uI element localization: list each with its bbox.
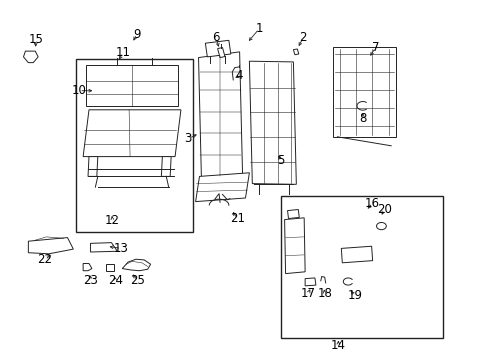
Text: 3: 3	[184, 132, 192, 145]
Polygon shape	[198, 52, 242, 180]
Polygon shape	[88, 157, 98, 176]
Polygon shape	[249, 61, 296, 184]
Text: 20: 20	[376, 203, 391, 216]
Polygon shape	[287, 210, 299, 219]
Polygon shape	[83, 264, 92, 271]
Text: 16: 16	[365, 197, 379, 210]
Polygon shape	[284, 218, 305, 274]
Text: 14: 14	[330, 339, 345, 352]
Bar	[281, 196, 442, 338]
Text: 1: 1	[255, 22, 263, 35]
Text: 25: 25	[130, 274, 145, 287]
Polygon shape	[23, 51, 38, 63]
Text: 5: 5	[276, 154, 284, 167]
Polygon shape	[90, 243, 117, 252]
Polygon shape	[161, 157, 171, 176]
Text: 4: 4	[235, 69, 243, 82]
Text: 2: 2	[299, 31, 306, 44]
Text: 11: 11	[116, 46, 130, 59]
Bar	[76, 59, 193, 232]
Text: 7: 7	[371, 41, 379, 54]
Text: 21: 21	[230, 212, 244, 225]
Polygon shape	[105, 264, 114, 271]
Polygon shape	[293, 49, 298, 55]
Text: 24: 24	[108, 274, 122, 287]
Polygon shape	[305, 278, 315, 286]
Text: 8: 8	[358, 112, 366, 125]
Text: 10: 10	[72, 84, 86, 97]
Text: 23: 23	[83, 274, 98, 287]
Text: 19: 19	[347, 289, 362, 302]
Polygon shape	[28, 238, 73, 254]
Text: 9: 9	[133, 28, 141, 41]
Text: 17: 17	[300, 287, 315, 300]
Polygon shape	[83, 110, 181, 157]
Text: 22: 22	[38, 253, 52, 266]
Text: 6: 6	[212, 31, 220, 44]
Polygon shape	[85, 65, 178, 106]
Text: 13: 13	[114, 242, 128, 255]
Polygon shape	[217, 48, 224, 58]
Polygon shape	[205, 40, 230, 57]
Text: 12: 12	[105, 214, 120, 227]
Polygon shape	[332, 47, 395, 137]
Text: 18: 18	[317, 287, 331, 300]
Polygon shape	[195, 173, 249, 202]
Circle shape	[376, 222, 386, 230]
Polygon shape	[122, 259, 150, 271]
Polygon shape	[341, 246, 372, 263]
Text: 15: 15	[28, 33, 43, 46]
